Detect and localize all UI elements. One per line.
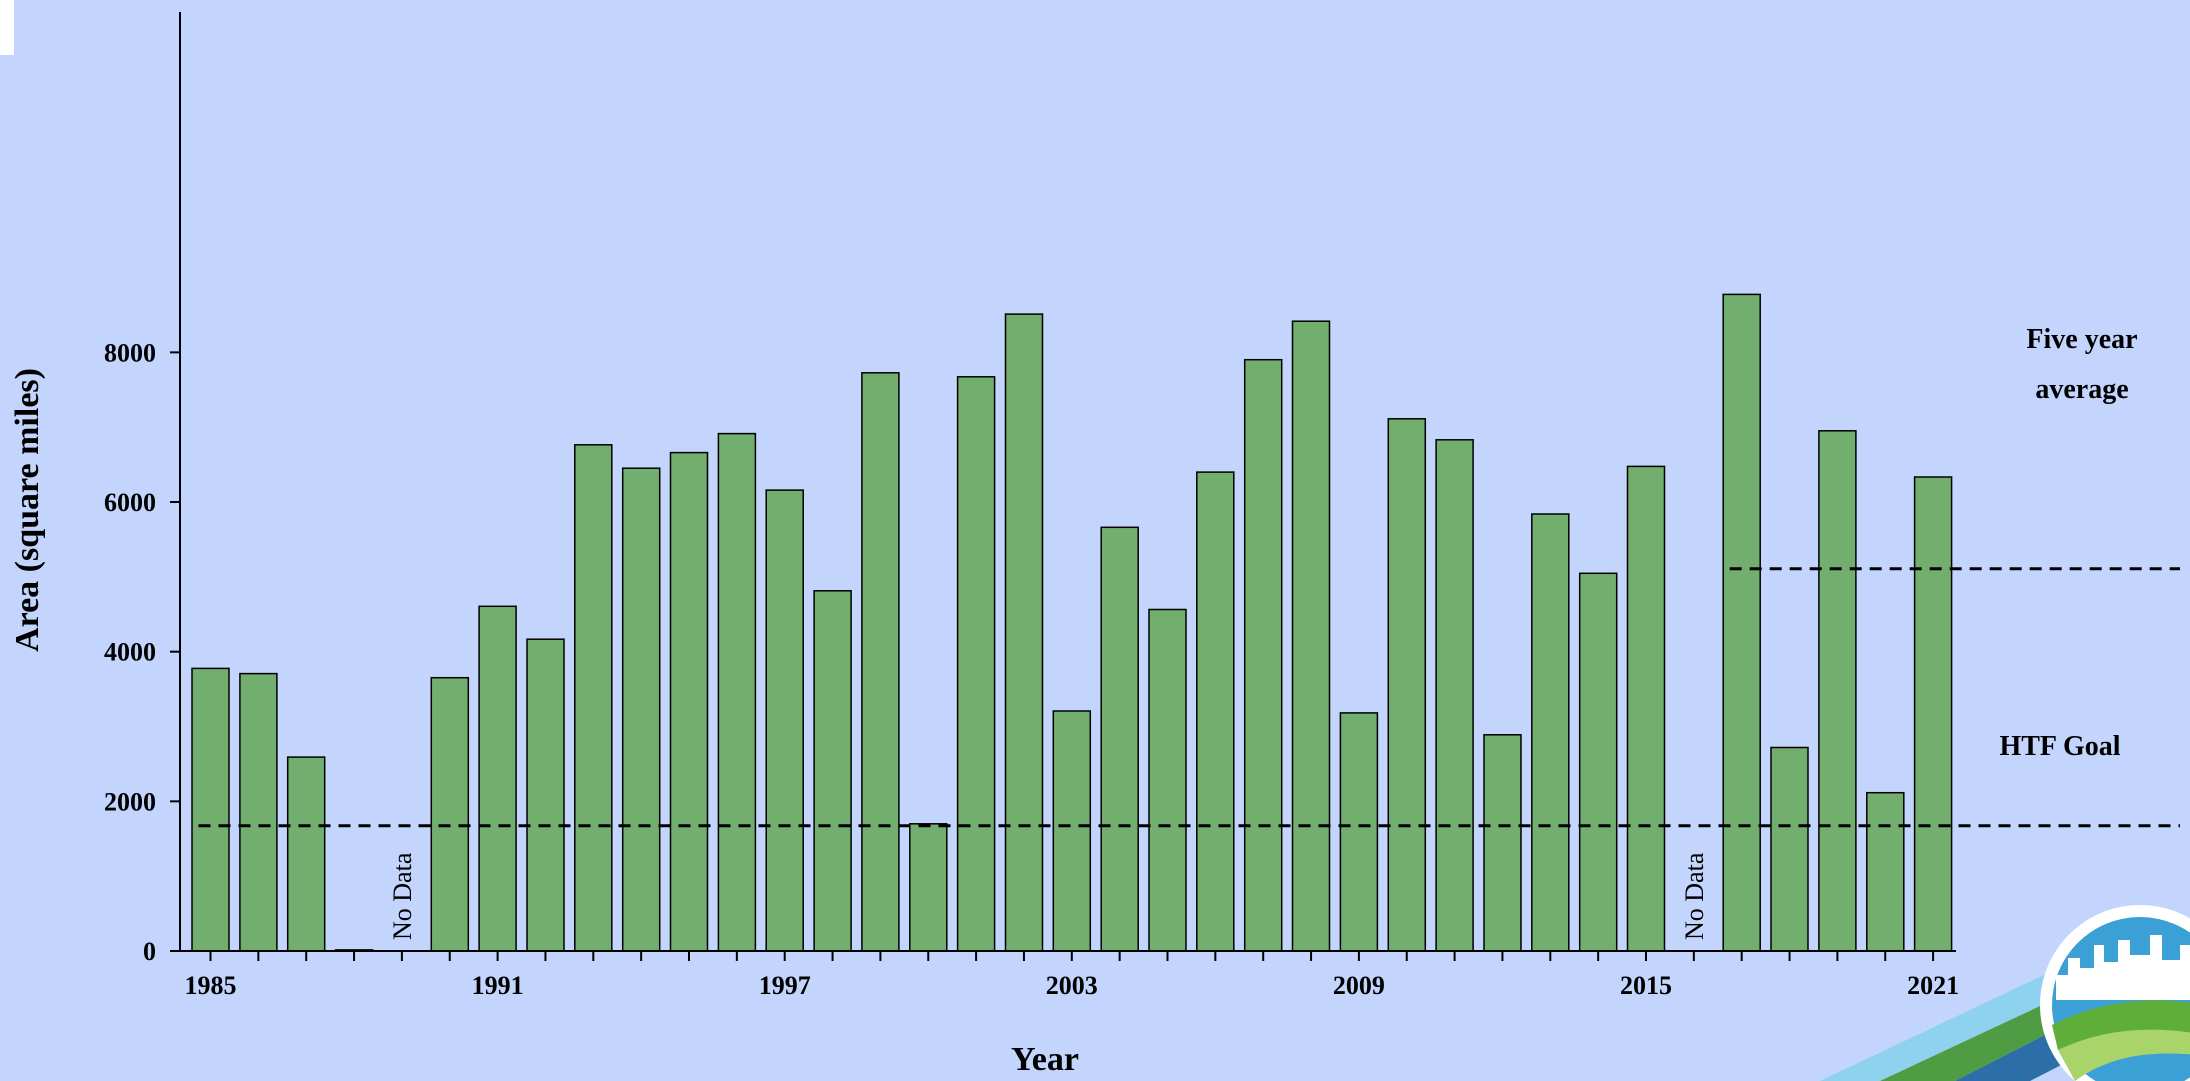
bar-2021 — [1913, 476, 1953, 952]
y-axis-title: Area (square miles) — [9, 368, 46, 652]
logo-field-lightgreen — [2058, 1029, 2190, 1081]
no-data-label-1989: No Data — [388, 852, 417, 940]
bar-1987 — [286, 756, 326, 952]
bar-1985 — [191, 667, 230, 952]
logo-stripe-lightblue — [1820, 972, 2070, 1081]
bar-2009 — [1339, 712, 1379, 952]
bar-1998 — [813, 590, 852, 952]
bar-2015 — [1626, 465, 1666, 952]
bar-1997 — [765, 489, 804, 952]
bar-2018 — [1770, 746, 1809, 952]
reference-lines-group — [198, 567, 2180, 828]
bar-2014 — [1578, 572, 1618, 952]
y-tick-label-4000: 4000 — [104, 638, 156, 667]
labels-group: Year Area (square miles) Five year avera… — [9, 324, 2138, 1078]
bar-1999 — [861, 372, 900, 952]
bar-2019 — [1818, 430, 1857, 952]
bar-1986 — [239, 672, 278, 952]
x-tick-label-1991: 1991 — [472, 971, 524, 1000]
bar-2005 — [1148, 608, 1187, 952]
bar-2000 — [909, 823, 948, 952]
bar-2013 — [1531, 513, 1570, 952]
bars-group: No Data No Data — [191, 293, 1953, 952]
bar-1994 — [621, 467, 661, 952]
logo-field-green — [2052, 1000, 2190, 1050]
bar-2012 — [1483, 734, 1522, 952]
bar-1995 — [669, 451, 709, 952]
x-tick-label-2009: 2009 — [1333, 971, 1385, 1000]
bar-1991 — [478, 605, 517, 952]
bar-1992 — [526, 638, 565, 952]
logo-skyline — [2056, 935, 2190, 1000]
logo — [1820, 905, 2190, 1081]
no-data-label-2016: No Data — [1680, 852, 1709, 940]
white-corner-patch — [0, 0, 14, 55]
x-tick-label-1985: 1985 — [185, 971, 237, 1000]
logo-stripe-green — [1880, 992, 2090, 1081]
x-tick-label-2015: 2015 — [1620, 971, 1672, 1000]
bar-2010 — [1387, 418, 1427, 952]
x-tick-label-1997: 1997 — [759, 971, 811, 1000]
bar-2001 — [956, 376, 996, 952]
bar-2020 — [1866, 791, 1905, 952]
five-year-average-label-line1: Five year — [2026, 324, 2137, 355]
x-axis-title: Year — [1011, 1041, 1079, 1078]
y-tick-label-8000: 8000 — [104, 338, 156, 367]
bar-2004 — [1100, 526, 1139, 952]
axes-group: 0 2000 4000 6000 8000 1985 1991 1997 2003 2009 201… — [104, 12, 1959, 1000]
y-tick-label-6000: 6000 — [104, 488, 156, 517]
y-tick-label-2000: 2000 — [104, 787, 156, 816]
bar-2011 — [1435, 439, 1474, 952]
bar-2006 — [1196, 471, 1235, 952]
bar-1990 — [430, 676, 470, 952]
bar-2007 — [1243, 358, 1283, 952]
bar-2017 — [1722, 293, 1761, 952]
y-tick-label-0: 0 — [143, 937, 156, 966]
x-tick-label-2003: 2003 — [1046, 971, 1098, 1000]
x-tick-label-2021: 2021 — [1907, 971, 1959, 1000]
bar-2008 — [1291, 320, 1331, 952]
htf-goal-label: HTF Goal — [1999, 731, 2120, 762]
bar-2002 — [1004, 313, 1044, 952]
bar-1993 — [574, 444, 613, 952]
five-year-average-label-line2: average — [2035, 374, 2128, 405]
bar-1996 — [717, 432, 757, 952]
bar-2003 — [1052, 710, 1092, 952]
